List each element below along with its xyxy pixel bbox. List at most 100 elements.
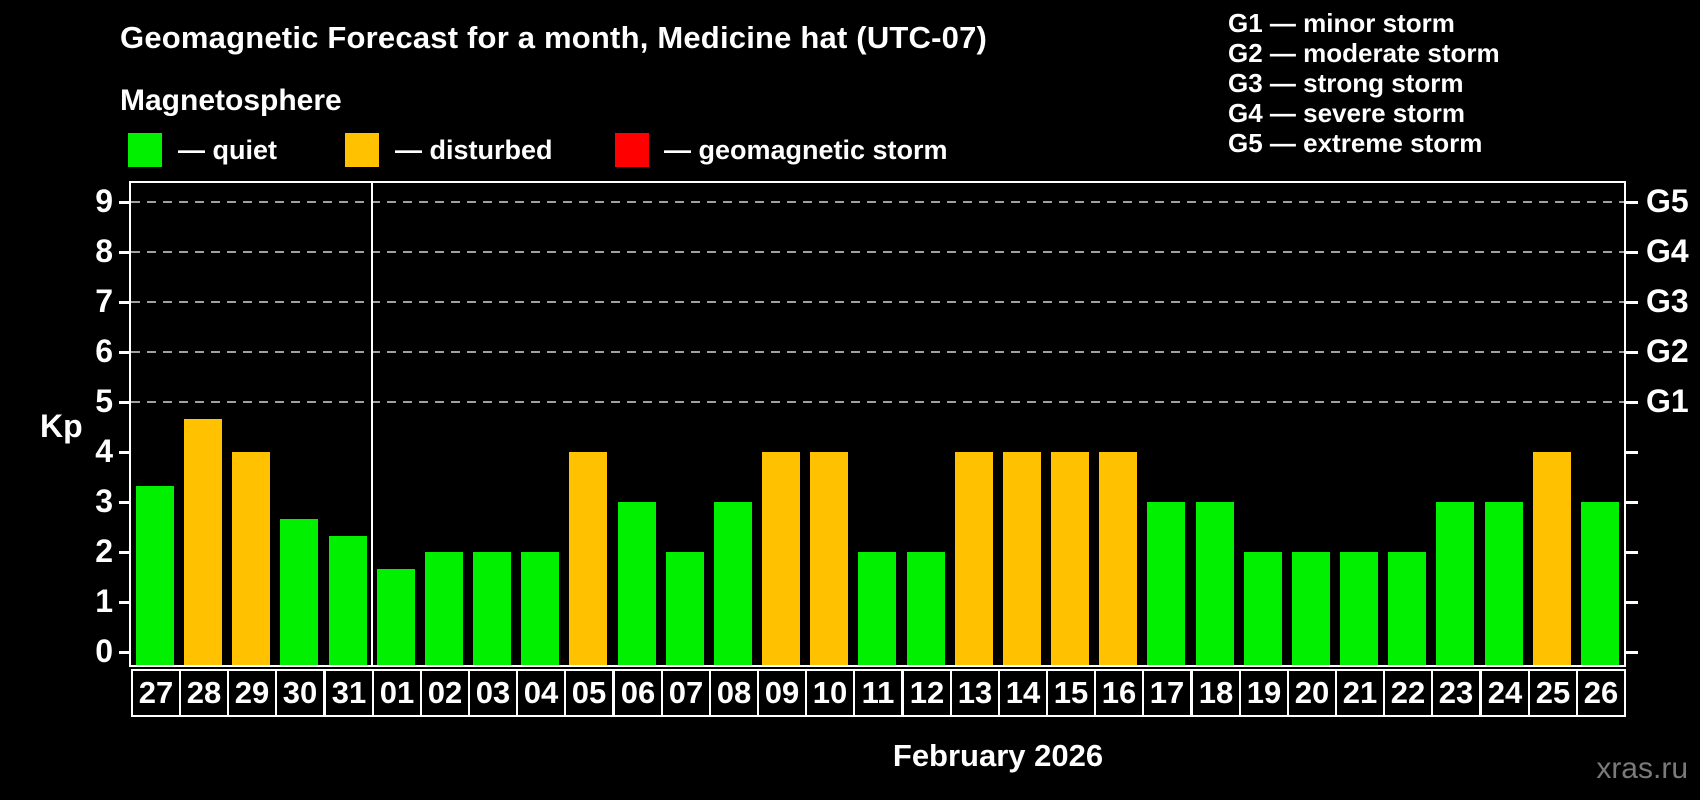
g3-legend-line: G3 — strong storm — [1228, 68, 1464, 98]
kp-bar-day-01 — [377, 569, 415, 665]
y-axis-tick-left-7 — [119, 301, 129, 304]
y-axis-tick-label-2: 2 — [95, 533, 113, 569]
kp-bar-day-31 — [329, 536, 367, 665]
y-axis-tick-label-8: 8 — [95, 233, 113, 269]
x-axis-day-label-21: 21 — [1335, 669, 1385, 717]
y-axis-tick-right-2 — [1626, 551, 1638, 554]
kp-bar-day-14 — [1003, 452, 1041, 665]
x-axis-day-label-18: 18 — [1191, 669, 1241, 717]
x-axis-day-label-16: 16 — [1094, 669, 1144, 717]
g-axis-label-G4: G4 — [1646, 233, 1689, 269]
kp-bar-day-07 — [666, 552, 704, 665]
x-axis-day-label-14: 14 — [998, 669, 1048, 717]
gridline-kp7 — [131, 301, 1624, 303]
y-axis-tick-label-7: 7 — [95, 283, 113, 319]
storm-legend-swatch — [615, 133, 649, 167]
x-axis-day-label-23: 23 — [1431, 669, 1481, 717]
kp-bar-day-09 — [762, 452, 800, 665]
x-axis-day-label-07: 07 — [661, 669, 711, 717]
kp-bar-day-21 — [1340, 552, 1378, 665]
y-axis-tick-right-6 — [1626, 351, 1638, 354]
kp-bar-day-22 — [1388, 552, 1426, 665]
x-axis-day-label-06: 06 — [613, 669, 663, 717]
y-axis-title-kp: Kp — [40, 408, 83, 444]
kp-bar-day-24 — [1485, 502, 1523, 665]
x-axis-day-label-02: 02 — [420, 669, 470, 717]
y-axis-tick-label-5: 5 — [95, 383, 113, 419]
g-axis-label-G2: G2 — [1646, 333, 1689, 369]
g5-legend-line: G5 — extreme storm — [1228, 128, 1483, 158]
y-axis-tick-label-4: 4 — [95, 433, 113, 469]
kp-bar-day-03 — [473, 552, 511, 665]
gridline-kp6 — [131, 351, 1624, 353]
x-axis-day-label-22: 22 — [1383, 669, 1433, 717]
y-axis-tick-right-5 — [1626, 401, 1638, 404]
x-axis-day-label-30: 30 — [275, 669, 325, 717]
y-axis-tick-right-3 — [1626, 501, 1638, 504]
y-axis-tick-label-9: 9 — [95, 183, 113, 219]
x-axis-day-label-10: 10 — [805, 669, 855, 717]
x-axis-day-label-20: 20 — [1287, 669, 1337, 717]
g2-legend-line: G2 — moderate storm — [1228, 38, 1500, 68]
x-axis-day-label-15: 15 — [1046, 669, 1096, 717]
y-axis-tick-right-1 — [1626, 601, 1638, 604]
y-axis-tick-left-5 — [119, 401, 129, 404]
y-axis-tick-right-4 — [1626, 451, 1638, 454]
x-axis-day-label-13: 13 — [950, 669, 1000, 717]
kp-bar-day-12 — [907, 552, 945, 665]
y-axis-tick-right-8 — [1626, 251, 1638, 254]
x-axis-day-label-28: 28 — [179, 669, 229, 717]
g-axis-label-G3: G3 — [1646, 283, 1689, 319]
y-axis-tick-left-6 — [119, 351, 129, 354]
kp-bar-day-20 — [1292, 552, 1330, 665]
y-axis-tick-left-1 — [119, 601, 129, 604]
gridline-kp5 — [131, 401, 1624, 403]
x-axis-day-label-27: 27 — [131, 669, 181, 717]
x-axis-day-label-09: 09 — [757, 669, 807, 717]
y-axis-tick-left-8 — [119, 251, 129, 254]
kp-bar-day-23 — [1436, 502, 1474, 665]
y-axis-tick-right-7 — [1626, 301, 1638, 304]
x-axis-day-label-26: 26 — [1576, 669, 1626, 717]
month-separator-line — [371, 183, 373, 665]
x-axis-day-label-24: 24 — [1480, 669, 1530, 717]
kp-bar-day-06 — [618, 502, 656, 665]
y-axis-tick-label-1: 1 — [95, 583, 113, 619]
g-scale-legend: G1 — minor storm G2 — moderate storm G3 … — [1228, 8, 1500, 158]
kp-bar-day-25 — [1533, 452, 1571, 665]
kp-bar-day-28 — [184, 419, 222, 665]
gridline-kp8 — [131, 251, 1624, 253]
quiet-legend-label: — quiet — [178, 135, 277, 165]
kp-bar-day-17 — [1147, 502, 1185, 665]
x-axis-title-month: February 2026 — [892, 738, 1104, 773]
kp-bar-day-08 — [714, 502, 752, 665]
kp-bar-day-26 — [1581, 502, 1619, 665]
y-axis-tick-label-3: 3 — [95, 483, 113, 519]
y-axis-tick-left-3 — [119, 501, 129, 504]
y-axis-tick-right-9 — [1626, 201, 1638, 204]
storm-legend-label: — geomagnetic storm — [664, 135, 948, 165]
disturbed-legend-swatch — [345, 133, 379, 167]
y-axis-tick-label-6: 6 — [95, 333, 113, 369]
x-axis-day-label-05: 05 — [564, 669, 614, 717]
chart-subtitle: Magnetosphere — [120, 84, 342, 117]
y-axis-tick-label-0: 0 — [95, 633, 113, 669]
x-axis-day-label-04: 04 — [516, 669, 566, 717]
x-axis-day-label-17: 17 — [1142, 669, 1192, 717]
kp-bar-day-05 — [569, 452, 607, 665]
x-axis-day-label-12: 12 — [902, 669, 952, 717]
kp-bar-day-18 — [1196, 502, 1234, 665]
y-axis-tick-right-0 — [1626, 651, 1638, 654]
g-axis-label-G1: G1 — [1646, 383, 1689, 419]
x-axis-day-label-01: 01 — [372, 669, 422, 717]
kp-bar-day-27 — [136, 486, 174, 665]
kp-bar-day-13 — [955, 452, 993, 665]
y-axis-tick-left-9 — [119, 201, 129, 204]
kp-bar-day-02 — [425, 552, 463, 665]
quiet-legend-swatch — [128, 133, 162, 167]
chart-title: Geomagnetic Forecast for a month, Medici… — [120, 20, 988, 55]
g1-legend-line: G1 — minor storm — [1228, 8, 1455, 38]
g4-legend-line: G4 — severe storm — [1228, 98, 1466, 128]
kp-bar-day-04 — [521, 552, 559, 665]
